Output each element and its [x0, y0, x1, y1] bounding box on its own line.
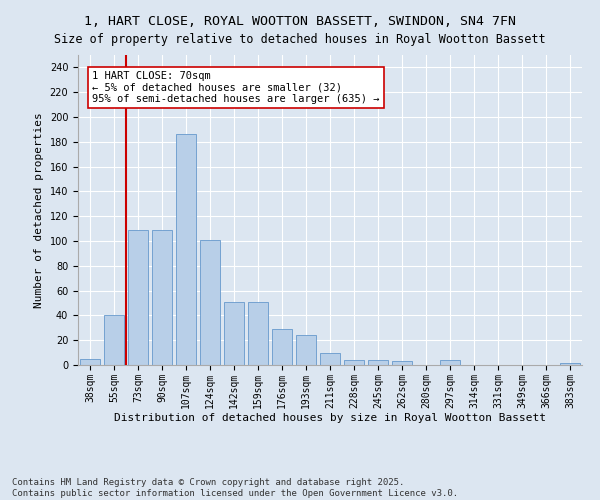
Bar — [80, 359, 100, 365]
Bar — [248, 302, 268, 365]
Bar — [200, 240, 220, 365]
Bar — [344, 360, 364, 365]
Bar — [392, 362, 412, 365]
Bar — [368, 360, 388, 365]
Bar — [560, 362, 580, 365]
Text: 1, HART CLOSE, ROYAL WOOTTON BASSETT, SWINDON, SN4 7FN: 1, HART CLOSE, ROYAL WOOTTON BASSETT, SW… — [84, 15, 516, 28]
Text: 1 HART CLOSE: 70sqm
← 5% of detached houses are smaller (32)
95% of semi-detache: 1 HART CLOSE: 70sqm ← 5% of detached hou… — [92, 71, 380, 104]
Y-axis label: Number of detached properties: Number of detached properties — [34, 112, 44, 308]
Bar — [224, 302, 244, 365]
Bar — [152, 230, 172, 365]
Bar — [320, 352, 340, 365]
Bar — [440, 360, 460, 365]
Text: Contains HM Land Registry data © Crown copyright and database right 2025.
Contai: Contains HM Land Registry data © Crown c… — [12, 478, 458, 498]
Bar — [272, 329, 292, 365]
Text: Size of property relative to detached houses in Royal Wootton Bassett: Size of property relative to detached ho… — [54, 32, 546, 46]
Bar — [128, 230, 148, 365]
Bar — [296, 335, 316, 365]
X-axis label: Distribution of detached houses by size in Royal Wootton Bassett: Distribution of detached houses by size … — [114, 414, 546, 424]
Bar — [176, 134, 196, 365]
Bar — [104, 316, 124, 365]
